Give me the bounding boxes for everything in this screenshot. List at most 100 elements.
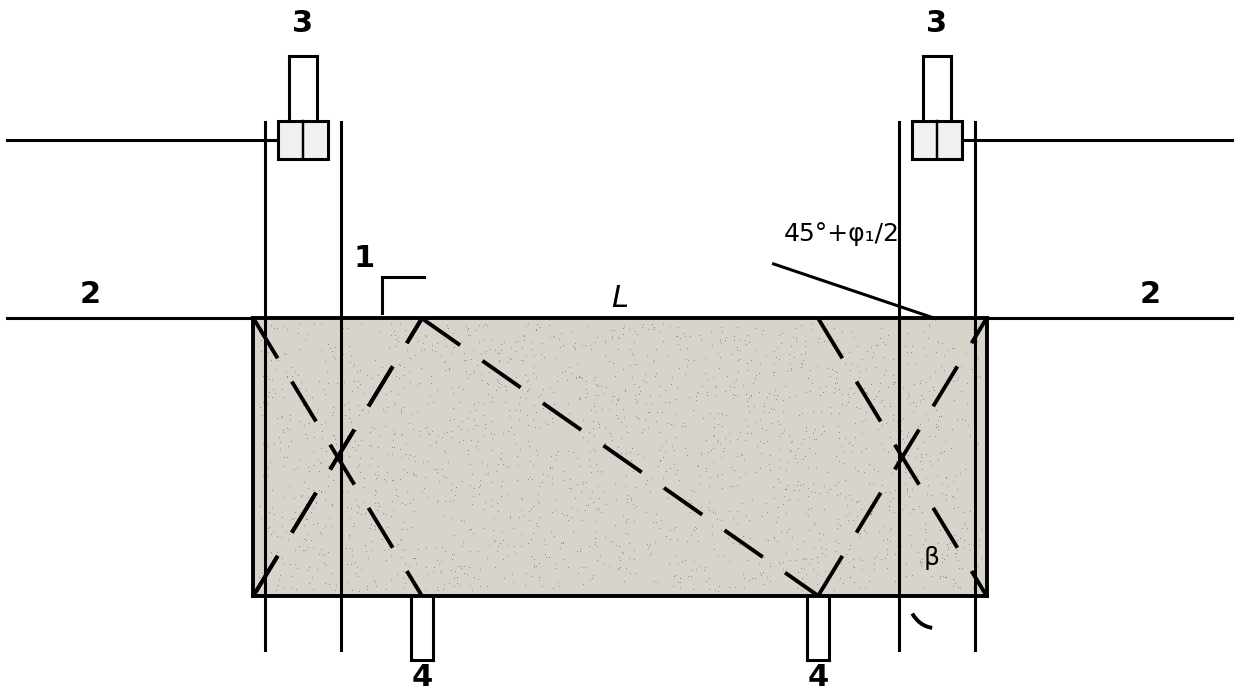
Point	[432, 350, 451, 361]
Point	[792, 553, 812, 564]
Point	[485, 428, 505, 439]
Point	[878, 382, 898, 393]
Point	[823, 585, 843, 596]
Point	[283, 582, 303, 593]
Point	[272, 412, 291, 423]
Point	[397, 345, 417, 356]
Point	[928, 414, 947, 425]
Point	[889, 516, 909, 528]
Point	[557, 509, 577, 521]
Point	[475, 357, 495, 368]
Point	[474, 333, 494, 345]
Point	[946, 483, 966, 494]
Point	[722, 461, 742, 473]
Point	[542, 472, 562, 483]
Point	[653, 452, 673, 463]
Point	[289, 541, 309, 552]
Point	[460, 369, 480, 380]
Point	[489, 458, 508, 469]
Point	[332, 348, 352, 359]
Point	[739, 336, 759, 347]
Point	[351, 563, 371, 574]
Point	[770, 477, 790, 488]
Point	[337, 323, 357, 334]
Point	[303, 571, 322, 582]
Point	[580, 573, 600, 584]
Point	[553, 537, 573, 548]
Point	[384, 398, 404, 409]
Point	[393, 382, 413, 393]
Point	[311, 318, 331, 329]
Point	[851, 553, 870, 564]
Point	[301, 411, 321, 422]
Point	[614, 510, 634, 521]
Point	[394, 402, 414, 413]
Point	[451, 562, 471, 574]
Point	[780, 445, 800, 456]
Point	[479, 388, 498, 399]
Point	[320, 342, 340, 354]
Point	[552, 366, 572, 377]
Point	[671, 576, 691, 587]
Point	[624, 336, 644, 347]
Point	[799, 509, 818, 520]
Point	[427, 582, 446, 593]
Point	[407, 557, 427, 568]
Point	[394, 362, 414, 373]
Point	[768, 341, 787, 352]
Point	[491, 448, 511, 459]
Point	[259, 507, 279, 518]
Point	[443, 328, 463, 339]
Point	[520, 505, 539, 516]
Point	[970, 539, 990, 551]
Point	[751, 447, 771, 458]
Point	[794, 564, 813, 575]
Point	[269, 575, 289, 586]
Point	[717, 370, 737, 381]
Point	[830, 426, 849, 437]
Point	[257, 440, 277, 451]
Point	[662, 371, 682, 382]
Point	[636, 377, 656, 388]
Point	[407, 579, 427, 590]
Point	[384, 428, 404, 439]
Point	[854, 414, 874, 425]
Point	[759, 388, 779, 399]
Point	[919, 431, 939, 442]
Point	[714, 432, 734, 443]
Point	[268, 580, 288, 591]
Point	[901, 539, 921, 551]
Point	[425, 464, 445, 475]
Point	[546, 505, 565, 516]
Point	[434, 333, 454, 345]
Point	[637, 543, 657, 554]
Point	[636, 507, 656, 518]
Point	[776, 548, 796, 559]
Point	[299, 577, 319, 588]
Point	[449, 381, 469, 393]
Point	[825, 546, 844, 557]
Point	[663, 444, 683, 455]
Point	[378, 402, 398, 413]
Point	[874, 369, 894, 380]
Point	[620, 323, 640, 334]
Point	[454, 354, 474, 365]
Point	[930, 448, 950, 459]
Point	[965, 540, 985, 551]
Point	[614, 576, 634, 587]
Point	[787, 567, 807, 578]
Point	[888, 518, 908, 529]
Point	[397, 523, 417, 535]
Point	[342, 424, 362, 435]
Point	[727, 322, 746, 333]
Point	[315, 578, 335, 589]
Point	[445, 548, 465, 560]
Point	[826, 535, 846, 546]
Point	[569, 370, 589, 381]
Point	[673, 327, 693, 338]
Point	[527, 319, 547, 330]
Point	[893, 434, 913, 445]
Point	[500, 512, 520, 523]
Point	[518, 435, 538, 446]
Point	[629, 413, 649, 424]
